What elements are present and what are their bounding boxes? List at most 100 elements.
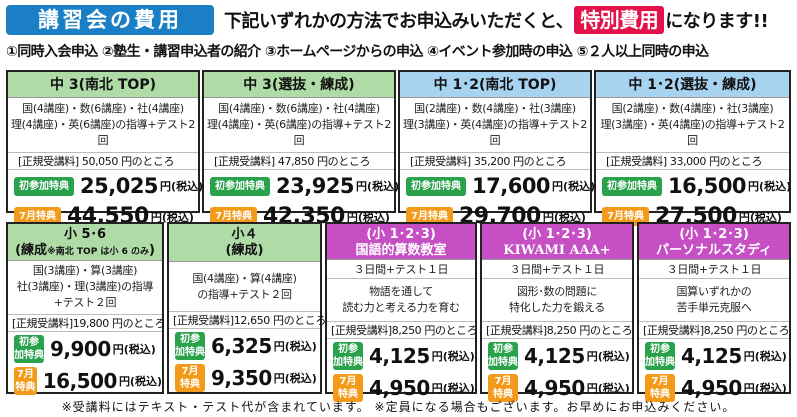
july-price: 9,350 [211,366,272,390]
july-badge: 7月特典 [645,374,675,402]
first-time-price-line: 初参加特典 17,600 円(税込) [406,174,595,198]
course-description-line: ３日間+テスト１日 [639,262,789,279]
course-description-line: 読む力と考える力を育む [342,301,460,314]
price-unit: 円(税込) [431,382,475,395]
first-time-price-line: 初参 加特典 4,125 円(税込) [488,342,632,370]
july-price-line: 7月 特典 16,500 円(税込) [14,367,162,395]
course-card-kiwami: (小 1･2･3) KIWAMI AAA+ ３日間+テスト１日 図形･数の問題に… [480,222,634,402]
first-time-badge: 初参加特典 [210,176,270,196]
course-title: 中 1･2(選抜・練成) [596,72,789,98]
course-title: 小４ (練成) [169,224,320,262]
course-description-line: 図形･数の問題に [516,285,598,298]
course-description-line: 理(4講座)・英(6講座)の指導+テスト2回 [206,118,392,147]
first-time-price-line: 初参加特典 25,025 円(税込) [14,174,203,198]
july-price: 16,500 [42,369,118,393]
july-badge: 7月特典 [406,207,453,226]
july-price: 4,950 [369,376,430,400]
course-title: (小 1･2･3) KIWAMI AAA+ [482,224,632,260]
price-unit: 円(税込) [356,180,400,193]
course-description-line: 苦手単元克服へ [676,301,752,314]
price-unit: 円(税込) [160,180,204,193]
price-unit: 円(税込) [552,180,596,193]
course-title: 小 5･6 (練成※南北 TOP は小 6 のみ) [8,224,162,261]
july-badge: 7月特典 [210,207,257,226]
course-description-line: 特化した力を鍛える [509,301,605,314]
price-unit: 円(税込) [748,180,792,193]
july-price-line: 7月 特典 4,950 円(税込) [333,374,475,402]
july-price-line: 7月 特典 9,350 円(税込) [175,364,320,392]
first-time-price: 4,125 [369,344,430,368]
regular-fee: [正規受講料]12,650 円のところ [169,311,326,329]
course-description-line: +テスト２回 [53,296,117,309]
price-unit: 円(税込) [118,375,162,388]
course-description-line: 国算いずれかの [676,285,752,298]
regular-fee: [正規受講料] 47,850 円のところ [204,152,394,170]
first-time-price-line: 初参 加特典 4,125 円(税込) [333,342,475,370]
first-time-price: 17,600 [472,174,551,198]
course-description-line: 国(3講座)・算(3講座) [32,264,138,277]
course-description-line: ３日間+テスト１日 [327,262,475,279]
price-unit: 円(税込) [150,210,194,224]
course-title: 中 3(南北 TOP) [8,72,198,98]
regular-fee: [正規受講料]8,250 円のところ [327,321,478,339]
first-time-badge: 初参加特典 [14,335,44,363]
course-card-chu12-select: 中 1･2(選抜・練成) 国(2講座)・数(4講座)・社(3講座) 理(3講座)… [594,70,792,229]
course-title: 中 3(選抜・練成) [204,72,394,98]
first-time-badge: 初参加特典 [14,176,74,196]
course-description-line: 国(2講座)・数(4講座)・社(3講座) [611,102,774,115]
price-unit: 円(税込) [542,210,586,224]
price-unit: 円(税込) [273,372,317,385]
first-time-badge: 初参加特典 [602,176,662,196]
price-unit: 円(税込) [738,210,782,224]
regular-fee: [正規受講料] 33,000 円のところ [596,152,789,170]
first-time-price: 9,900 [50,337,111,361]
july-price-line: 7月特典 44,550 円(税込) [14,204,198,229]
course-description-line: 理(3講座)・英(4講座)の指導+テスト2回 [600,118,785,147]
july-price: 4,950 [681,376,742,400]
first-time-badge: 初参加特典 [406,176,466,196]
first-time-badge: 初参加特典 [645,342,675,370]
july-badge: 7月特典 [602,207,649,226]
regular-fee: [正規受講料] 35,200 円のところ [400,152,590,170]
july-badge: 7月特典 [175,364,205,392]
course-card-sho4: 小４ (練成) 国(4講座)・算(4講座) の指導+テスト２回 [正規受講料]1… [167,222,326,394]
first-time-price-line: 初参 加特典 9,900 円(税込) [14,335,162,363]
price-unit: 円(税込) [586,350,630,363]
first-time-price-line: 初参加特典 23,925 円(税込) [210,174,399,198]
course-title: (小 1･2･3) パーソナルスタディ [639,224,789,260]
course-title-line: 小 5･6 [63,227,107,242]
regular-fee: [正規受講料]19,800 円のところ [8,314,165,332]
course-card-chu3-select: 中 3(選抜・練成) 国(4講座)・数(6講座)・社(4講座) 理(4講座)・英… [202,70,399,229]
course-title-line: (小 1･2･3) [522,227,592,242]
course-description-line: 物語を通して [369,285,433,298]
course-title-line: (練成) [225,243,264,258]
regular-fee: [正規受講料]8,250 円のところ [639,321,790,339]
price-unit: 円(税込) [431,350,475,363]
course-description-line: 社(3講座)・理(3講座)の指導 [16,280,154,293]
course-card-kokugo-sansu: (小 1･2･3) 国語的算数教室 ３日間+テスト１日 物語を通して 読む力と考… [325,222,478,402]
course-description-line: ３日間+テスト１日 [482,262,632,279]
course-title: (小 1･2･3) 国語的算数教室 [327,224,475,260]
price-unit: 円(税込) [743,350,787,363]
section-title-badge: 講習会の費用 [6,5,214,35]
course-title-line: (小 1･2･3) [366,227,436,242]
first-time-price-line: 初参加特典 16,500 円(税込) [602,174,792,198]
july-badge: 7月特典 [14,367,37,395]
july-price-line: 7月 特典 4,950 円(税込) [488,374,632,402]
price-unit: 円(税込) [112,343,156,356]
course-card-chu12-top: 中 1･2(南北 TOP) 国(2講座)・数(4講座)・社(3講座) 理(3講座… [398,70,595,229]
course-description-line: 理(4講座)・英(6講座)の指導+テスト2回 [10,118,196,147]
application-methods: ①同時入会申込 ②塾生・講習申込者の紹介 ③ホームページからの申込 ④イベント参… [6,44,709,60]
course-description-line: 国(4講座)・算(4講座) [192,271,297,285]
first-time-price: 16,500 [668,174,747,198]
course-title-note: ※南北 TOP は小 6 のみ [47,247,149,257]
price-unit: 円(税込) [586,382,630,395]
course-title-line: パーソナルスタディ [655,243,773,258]
july-badge: 7月特典 [14,207,61,226]
course-description-line: 国(2講座)・数(4講座)・社(3講座) [414,102,576,115]
course-description-line: 国(4講座)・数(6講座)・社(4講座) [218,102,380,115]
july-badge: 7月特典 [333,374,363,402]
regular-fee: [正規受講料]8,250 円のところ [482,321,633,339]
july-price: 4,950 [524,376,585,400]
first-time-price: 6,325 [211,334,272,358]
